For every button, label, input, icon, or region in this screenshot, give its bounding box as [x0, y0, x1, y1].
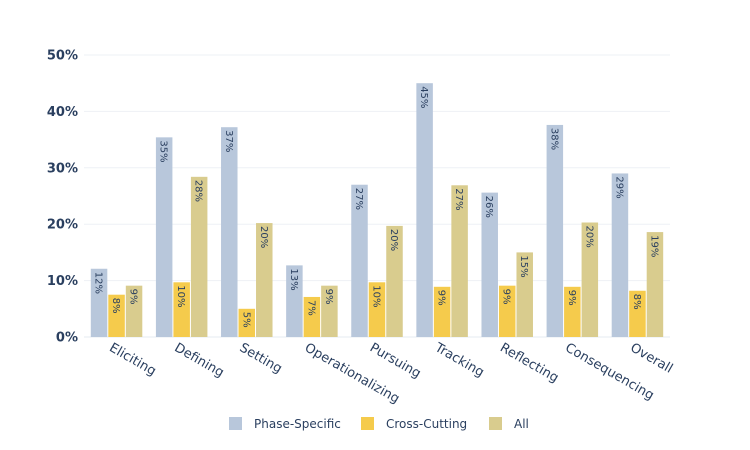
bar-value-label: 12% — [93, 272, 104, 294]
bar-phase-specific-reflecting[interactable] — [481, 192, 498, 337]
bar-all-consequencing[interactable] — [581, 222, 599, 337]
x-axis-ticks: Eliciting Defining Setting Operationalizing… — [107, 340, 676, 407]
bar-value-label: 35% — [158, 140, 169, 162]
legend-item[interactable]: Cross-Cutting — [361, 417, 467, 431]
bar-value-label: 20% — [258, 226, 269, 248]
bar-phase-specific-setting[interactable] — [221, 127, 238, 337]
bar-value-label: 15% — [518, 255, 529, 277]
bar-all-pursuing[interactable] — [386, 225, 403, 337]
bars: 12% 8% 9% 35% 10% 28% 37% 5% 20% 13% 7% 9% 27% 10% 20%… — [90, 83, 664, 337]
bar-value-label: 10% — [175, 285, 186, 307]
bar-cross-cutting-pursuing[interactable] — [368, 282, 386, 337]
bar-value-label: 13% — [288, 268, 299, 290]
bar-value-label: 27% — [453, 188, 464, 210]
legend-swatch — [489, 417, 502, 430]
bar-cross-cutting-reflecting[interactable] — [498, 285, 516, 337]
bar-all-eliciting[interactable] — [125, 285, 143, 337]
bar-value-label: 8% — [631, 294, 642, 310]
bar-value-label: 19% — [648, 235, 659, 257]
x-tick-label: Defining — [172, 340, 227, 380]
x-tick-label: Pursuing — [367, 340, 423, 381]
bar-all-tracking[interactable] — [451, 185, 468, 337]
bar-value-label: 20% — [583, 226, 594, 248]
legend-item[interactable]: All — [489, 417, 529, 431]
y-tick-label: 0% — [56, 331, 78, 346]
y-tick-label: 50% — [47, 49, 78, 64]
bar-phase-specific-eliciting[interactable] — [90, 268, 108, 337]
bar-value-label: 8% — [110, 298, 121, 314]
bar-value-label: 38% — [548, 128, 559, 150]
legend-swatch — [361, 417, 374, 430]
bar-phase-specific-overall[interactable] — [611, 173, 629, 337]
bar-all-defining[interactable] — [190, 176, 208, 337]
y-tick-label: 20% — [47, 218, 78, 233]
legend-item[interactable]: Phase-Specific — [229, 417, 341, 431]
bar-all-operationalizing[interactable] — [321, 285, 338, 337]
bar-all-overall[interactable] — [646, 232, 664, 337]
x-tick-label: Eliciting — [107, 340, 159, 379]
bar-phase-specific-pursuing[interactable] — [351, 184, 368, 337]
bar-value-label: 9% — [128, 289, 139, 305]
y-axis-ticks: 0% 10% 20% 30% 40% 50% — [47, 49, 78, 346]
bar-value-label: 10% — [371, 285, 382, 307]
bar-cross-cutting-operationalizing[interactable] — [303, 296, 321, 337]
bar-value-label: 37% — [223, 130, 234, 152]
legend[interactable]: Phase-Specific Cross-Cutting All — [229, 417, 529, 431]
bar-cross-cutting-consequencing[interactable] — [564, 286, 581, 337]
bar-all-setting[interactable] — [256, 223, 273, 337]
x-tick-label: Overall — [627, 340, 675, 376]
x-tick-label: Tracking — [431, 340, 486, 381]
bar-phase-specific-tracking[interactable] — [416, 83, 433, 337]
bar-phase-specific-defining[interactable] — [155, 137, 173, 337]
bar-value-label: 7% — [305, 300, 316, 316]
legend-label: All — [514, 417, 529, 431]
bar-cross-cutting-setting[interactable] — [238, 308, 256, 337]
bar-value-label: 9% — [436, 290, 447, 306]
y-tick-label: 10% — [47, 274, 78, 289]
bar-value-label: 27% — [353, 188, 364, 210]
bar-value-label: 45% — [418, 86, 429, 108]
bar-cross-cutting-overall[interactable] — [629, 290, 646, 337]
bar-cross-cutting-eliciting[interactable] — [108, 294, 125, 337]
bar-all-reflecting[interactable] — [516, 252, 533, 337]
bar-value-label: 9% — [566, 290, 577, 306]
bar-value-label: 26% — [483, 196, 494, 218]
bar-phase-specific-operationalizing[interactable] — [286, 265, 303, 337]
bar-value-label: 28% — [193, 180, 204, 202]
x-tick-label: Reflecting — [497, 340, 561, 385]
y-tick-label: 30% — [47, 161, 78, 176]
legend-swatch — [229, 417, 242, 430]
bar-value-label: 5% — [240, 312, 251, 328]
bar-value-label: 20% — [388, 229, 399, 251]
y-tick-label: 40% — [47, 105, 78, 120]
bar-phase-specific-consequencing[interactable] — [546, 124, 564, 337]
bar-value-label: 9% — [501, 289, 512, 305]
bar-cross-cutting-defining[interactable] — [173, 282, 190, 337]
bar-cross-cutting-tracking[interactable] — [433, 286, 451, 337]
legend-label: Cross-Cutting — [386, 417, 467, 431]
legend-label: Phase-Specific — [254, 417, 341, 431]
bar-value-label: 9% — [323, 289, 334, 305]
x-tick-label: Setting — [237, 340, 285, 376]
bar-value-label: 29% — [613, 176, 624, 198]
